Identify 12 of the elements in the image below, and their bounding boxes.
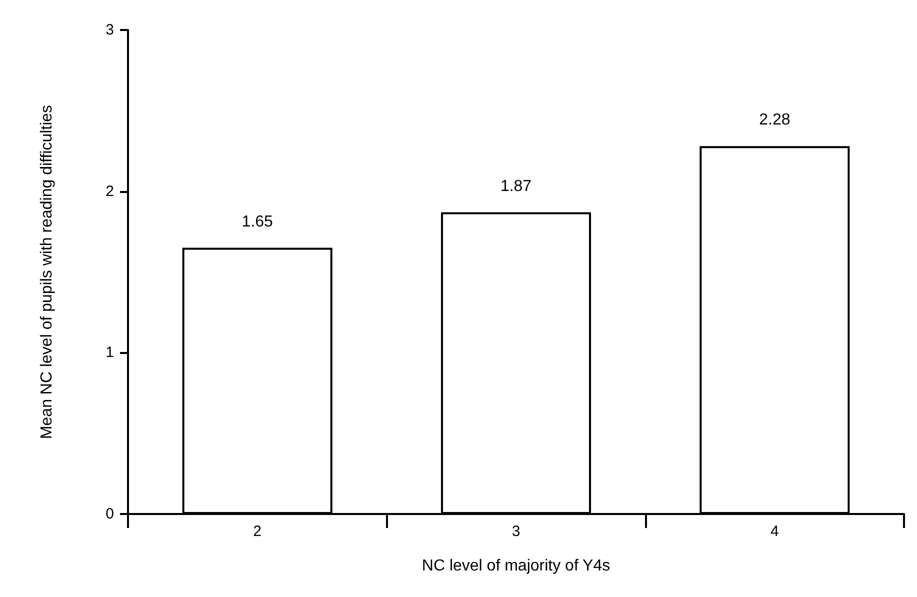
y-tick-label: 3 xyxy=(106,22,114,38)
y-tick-label: 0 xyxy=(106,506,114,522)
y-tick-label: 1 xyxy=(106,344,114,362)
x-tick-label: 3 xyxy=(512,523,520,540)
data-label: 2.28 xyxy=(759,112,790,129)
x-tick-label: 2 xyxy=(253,523,262,540)
data-label: 1.65 xyxy=(242,213,274,230)
x-axis-title: NC level of majority of Y4s xyxy=(422,558,610,574)
data-label: 1.87 xyxy=(500,178,532,195)
y-axis-title: Mean NC level of pupils with reading difficulties xyxy=(38,104,56,440)
x-tick-label: 4 xyxy=(770,523,779,540)
y-tick-label: 2 xyxy=(106,182,114,200)
